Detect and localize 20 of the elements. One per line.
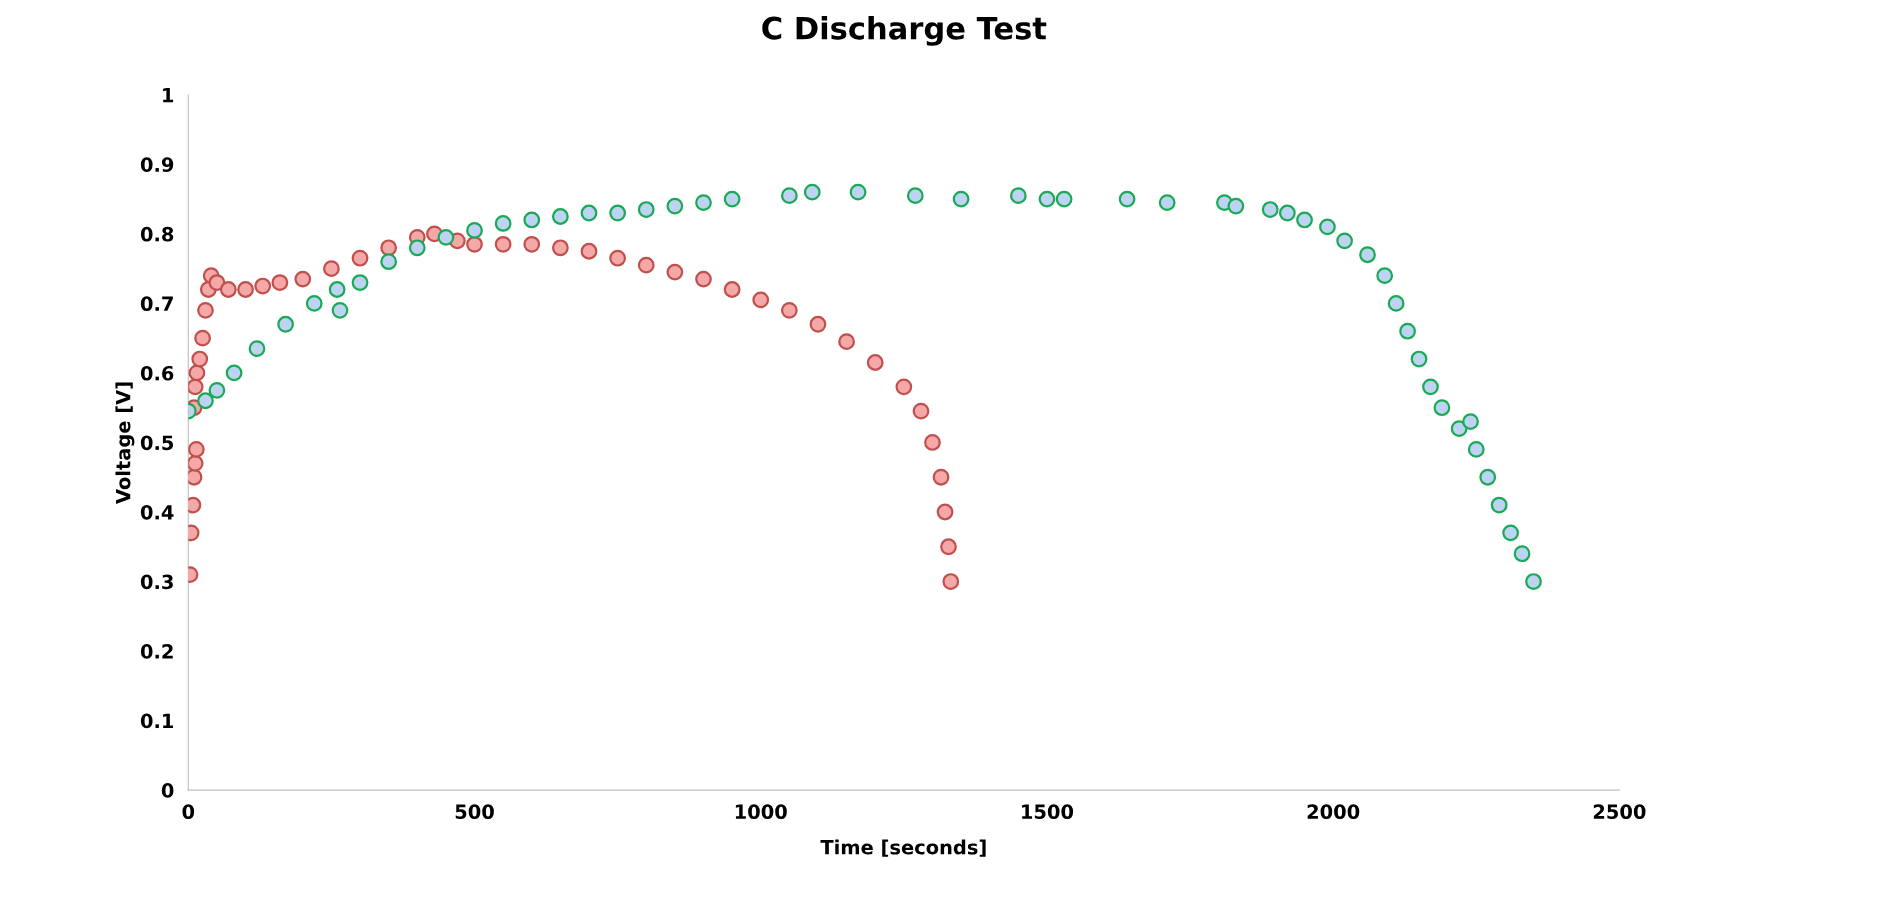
- x-tick-label: 0: [182, 804, 195, 820]
- x-axis-title: Time [seconds]: [820, 839, 986, 857]
- y-tick-label: 0.6: [140, 365, 174, 381]
- y-tick-label: 0: [161, 783, 174, 798]
- y-tick-label: 0.2: [140, 644, 173, 659]
- y-tick-label: 0.9: [140, 157, 174, 173]
- y-tick-label: 1: [163, 88, 174, 103]
- y-tick-label: 0.4: [140, 504, 174, 520]
- y-axis-title: Voltage [V]: [115, 382, 135, 504]
- x-tick-label: 1500: [1022, 804, 1074, 820]
- y-tick-label: 0.3: [140, 574, 173, 590]
- x-tick-label: 1000: [735, 804, 787, 820]
- y-tick-label: 0.1: [140, 713, 174, 729]
- chart-title: C Discharge Test: [762, 16, 1047, 46]
- x-tick-label: 500: [455, 804, 494, 820]
- x-tick-label: 2500: [1593, 804, 1646, 820]
- x-tick-label: 2000: [1307, 804, 1360, 820]
- y-tick-label: 0.7: [140, 296, 173, 312]
- y-tick-label: 0.5: [140, 435, 174, 451]
- y-tick-label: 0.8: [140, 226, 174, 242]
